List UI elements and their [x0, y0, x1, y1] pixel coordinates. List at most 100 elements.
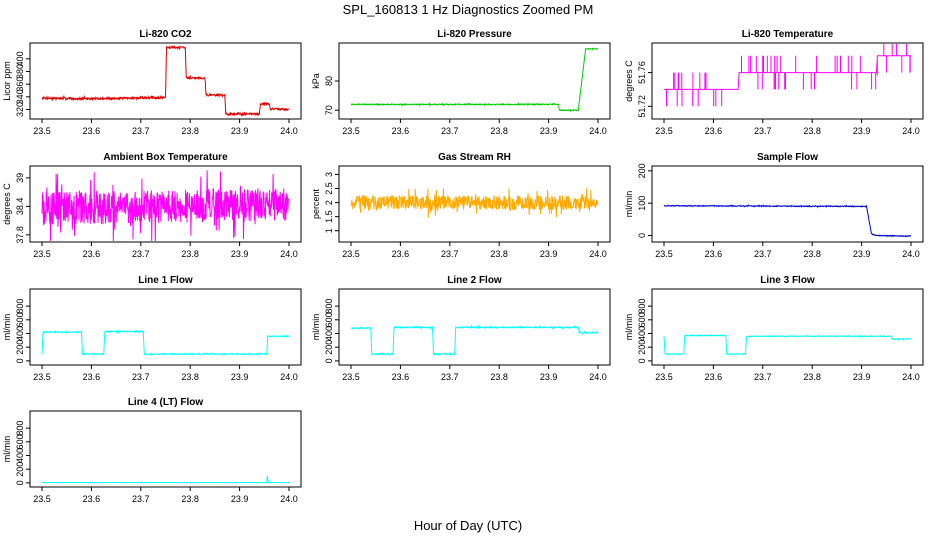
chart-1-series-line-1: [41, 45, 290, 117]
chart-8-y-tick-label-1: 200: [324, 340, 334, 355]
chart-4-y-tick-label-1: 38.4: [15, 198, 25, 216]
chart-4-x-tick-label-2: 23.7: [132, 249, 150, 259]
chart-8-plot-frame: [338, 288, 611, 366]
chart-9: Line 3 Flow 23.5 23.6 23.7 23.8 23.9 24.0 0 2004…: [624, 275, 924, 382]
chart-1-x-tick-label-1: 23.6: [83, 126, 101, 136]
chart-6-y-tick-label-2: 200: [637, 163, 647, 178]
chart-7-y-tick-label-3: 600: [15, 312, 25, 327]
chart-2-x-tick-label-5: 24.0: [589, 126, 607, 136]
chart-8-y-tick-label-3: 600: [324, 312, 334, 327]
chart-4-plot-frame: [29, 165, 302, 243]
chart-3-x-tick-label-1: 23.6: [705, 126, 723, 136]
chart-10-x-tick-label-5: 24.0: [280, 494, 298, 504]
chart-5-x-tick-label-1: 23.6: [392, 249, 410, 259]
chart-8-series-line-1: [351, 324, 599, 357]
chart-4-x-tick-label-3: 23.8: [181, 249, 199, 259]
chart-5-x-tick-label-5: 24.0: [589, 249, 607, 259]
chart-1-x-tick-label-2: 23.7: [132, 126, 150, 136]
chart-7-y-axis-label: ml/min: [2, 314, 12, 341]
chart-9-x-tick-label-2: 23.7: [754, 372, 772, 382]
chart-1-y-tick-label-4: 400: [15, 51, 25, 66]
chart-7-series-line-1: [41, 329, 289, 357]
chart-7-plot-frame: [29, 288, 302, 366]
chart-6-x-tick-label-2: 23.7: [754, 249, 772, 259]
chart-7-x-tick-label-2: 23.7: [132, 372, 150, 382]
chart-8-y-tick-label-0: 0: [324, 358, 334, 363]
chart-5-y-tick-label-0: 1: [324, 228, 334, 233]
chart-6-x-tick-label-3: 23.8: [803, 249, 821, 259]
chart-3-x-tick-label-5: 24.0: [902, 126, 920, 136]
chart-3-x-tick-label-3: 23.8: [803, 126, 821, 136]
chart-9-y-tick-label-3: 600: [637, 312, 647, 327]
chart-4: Ambient Box Temperature 23.5 23.6 23.7 23.8 2…: [2, 152, 302, 259]
chart-5-x-tick-label-3: 23.8: [490, 249, 508, 259]
chart-9-y-axis-label: ml/min: [624, 314, 634, 341]
chart-9-x-tick-label-0: 23.5: [655, 372, 673, 382]
chart-5-series-line-1: [350, 188, 599, 218]
chart-10-series-line-1: [41, 474, 290, 484]
x-axis-caption: Hour of Day (UTC): [413, 518, 523, 533]
chart-8-x-tick-label-1: 23.6: [392, 372, 410, 382]
chart-7-y-tick-label-4: 800: [15, 299, 25, 314]
chart-8-y-axis-label: ml/min: [311, 314, 321, 341]
chart-10-x-tick-label-1: 23.6: [83, 494, 101, 504]
chart-3-series-line-1: [664, 44, 911, 107]
chart-4-x-tick-label-0: 23.5: [33, 249, 51, 259]
chart-7-x-tick-label-3: 23.8: [181, 372, 199, 382]
chart-7-y-tick-label-1: 200: [15, 340, 25, 355]
chart-8-x-tick-label-3: 23.8: [490, 372, 508, 382]
chart-2-y-tick-label-0: 70: [324, 105, 334, 115]
chart-9-y-tick-label-0: 0: [637, 358, 647, 363]
chart-2-y-axis-label: kPa: [311, 73, 321, 89]
chart-1-y-tick-label-1: 340: [15, 89, 25, 104]
chart-9-series-line-1: [663, 333, 912, 356]
chart-10-y-tick-label-2: 400: [15, 448, 25, 463]
chart-10-title: Line 4 (LT) Flow: [128, 397, 204, 408]
chart-5-y-axis-label: percent: [311, 188, 321, 219]
chart-5: Gas Stream RH 23.5 23.6 23.7 23.8 23.9 24.0 1 1.…: [311, 152, 611, 259]
chart-6-plot-frame: [651, 165, 924, 243]
chart-10: Line 4 (LT) Flow 23.5 23.6 23.7 23.8 23.9 24.0…: [2, 397, 302, 504]
chart-4-x-tick-label-5: 24.0: [280, 249, 298, 259]
chart-6: Sample Flow 23.5 23.6 23.7 23.8 23.9 24.0 0 100 2…: [624, 152, 924, 259]
chart-10-y-axis-label: ml/min: [2, 436, 12, 463]
chart-7-x-tick-label-5: 24.0: [280, 372, 298, 382]
chart-7-y-tick-label-0: 0: [15, 358, 25, 363]
chart-8-y-tick-label-2: 400: [324, 326, 334, 341]
chart-10-y-tick-label-1: 200: [15, 462, 25, 477]
chart-2: Li-820 Pressure 23.5 23.6 23.7 23.8 23.9 24.0 7…: [311, 29, 611, 136]
chart-3-y-axis-label: degrees C: [624, 60, 634, 102]
chart-1-x-tick-label-5: 24.0: [280, 126, 298, 136]
chart-4-y-tick-label-0: 37.8: [15, 226, 25, 244]
chart-8-x-tick-label-2: 23.7: [441, 372, 459, 382]
chart-4-y-axis-label: degrees C: [2, 183, 12, 225]
chart-5-x-tick-label-4: 23.9: [540, 249, 558, 259]
chart-5-y-tick-label-2: 2: [324, 200, 334, 205]
chart-9-x-tick-label-1: 23.6: [705, 372, 723, 382]
chart-10-y-tick-label-4: 800: [15, 421, 25, 436]
chart-6-y-tick-label-0: 0: [637, 233, 647, 238]
chart-8: Line 2 Flow 23.5 23.6 23.7 23.8 23.9 24.0 0 2004…: [311, 275, 611, 382]
chart-7-y-tick-label-2: 400: [15, 326, 25, 341]
chart-8-title: Line 2 Flow: [447, 275, 502, 286]
chart-4-x-tick-label-4: 23.9: [231, 249, 249, 259]
chart-10-x-tick-label-0: 23.5: [33, 494, 51, 504]
chart-4-series-line-1: [41, 170, 290, 241]
chart-1-title: Li-820 CO2: [139, 29, 192, 40]
chart-5-x-tick-label-0: 23.5: [342, 249, 360, 259]
chart-9-title: Line 3 Flow: [760, 275, 815, 286]
chart-1-x-tick-label-3: 23.8: [181, 126, 199, 136]
chart-3-x-tick-label-4: 23.9: [853, 126, 871, 136]
chart-1-y-axis-label: Licor ppm: [2, 61, 12, 101]
chart-1-x-tick-label-0: 23.5: [33, 126, 51, 136]
chart-9-plot-frame: [651, 288, 924, 366]
chart-3-plot-frame: [651, 42, 924, 120]
chart-6-x-tick-label-5: 24.0: [902, 249, 920, 259]
chart-2-plot-frame: [338, 42, 611, 120]
chart-3-x-tick-label-2: 23.7: [754, 126, 772, 136]
chart-4-title: Ambient Box Temperature: [103, 152, 228, 163]
chart-8-y-tick-label-4: 800: [324, 299, 334, 314]
chart-6-x-tick-label-1: 23.6: [705, 249, 723, 259]
chart-2-title: Li-820 Pressure: [437, 29, 512, 40]
chart-1-y-tick-label-3: 380: [15, 64, 25, 79]
